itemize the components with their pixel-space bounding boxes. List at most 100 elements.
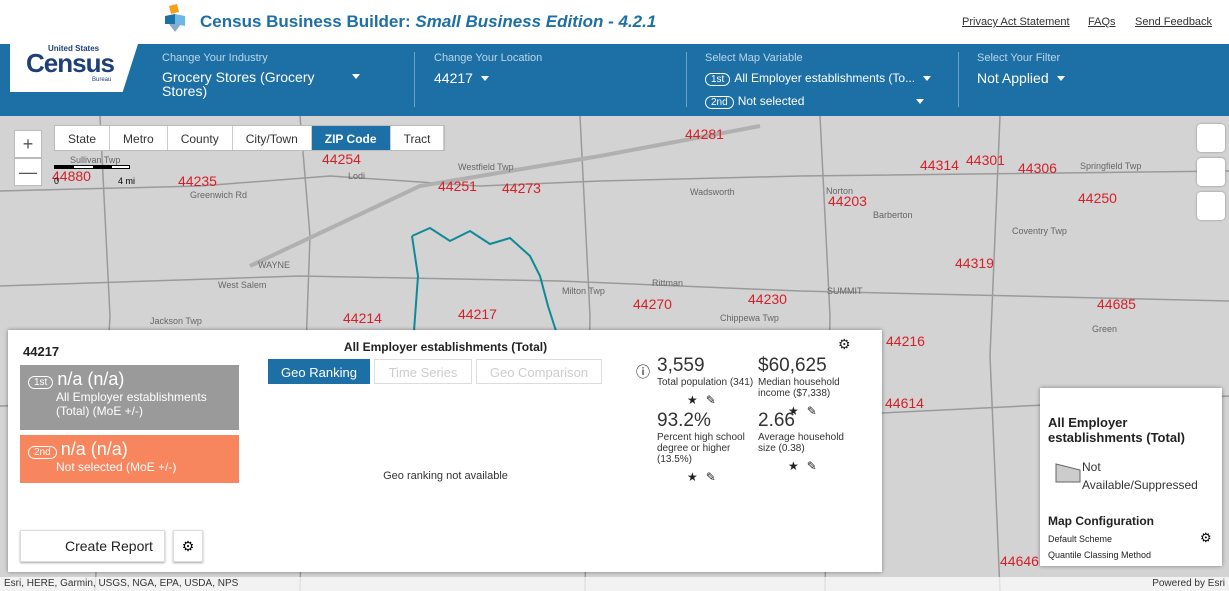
separator: [414, 52, 415, 107]
report-settings-button[interactable]: ⚙: [173, 530, 203, 562]
stat-actions[interactable]: ★✎: [687, 470, 724, 484]
decoration: [169, 4, 179, 14]
place-label: Springfield Twp: [1080, 161, 1142, 171]
config-settings[interactable]: ⚙: [1200, 530, 1212, 545]
location-value: 44217: [434, 70, 473, 86]
badge: 1st: [28, 376, 54, 389]
separator: [958, 52, 959, 107]
place-label: Westfield Twp: [458, 162, 514, 172]
place-label: Coventry Twp: [1012, 226, 1067, 236]
geo-tab[interactable]: ZIP Code: [311, 126, 391, 150]
panel-tab[interactable]: Geo Ranking: [268, 359, 370, 384]
geo-tab[interactable]: Tract: [391, 126, 445, 150]
geo-tab[interactable]: State: [55, 126, 111, 150]
panel-tab[interactable]: Time Series: [374, 359, 472, 384]
stat: 93.2% Percent high school degree or highe…: [657, 410, 757, 484]
info-panel: 44217 All Employer establishments (Total…: [8, 330, 882, 572]
legend-title: All Employer establishments (Total): [1048, 415, 1186, 445]
link[interactable]: Send Feedback: [1135, 16, 1213, 28]
geo-tabs: State Metro County City/Town ZIP Code Tract: [54, 125, 446, 151]
stat-value: 93.2%: [657, 410, 711, 431]
place-label: Greenwich Rd: [190, 190, 248, 200]
zoom-in[interactable]: +: [14, 130, 42, 158]
variable-label: Select Map Variable: [705, 52, 803, 64]
place-label: Jackson Twp: [150, 316, 202, 326]
place-label: Rittman: [652, 278, 684, 288]
logo-bottom: Bureau: [92, 77, 112, 83]
decoration: [989, 116, 1001, 591]
decoration: [1056, 76, 1065, 82]
decoration: [411, 235, 420, 332]
zip-label: 44270: [633, 296, 672, 312]
settings-icon[interactable]: ⚙: [838, 336, 851, 352]
location-select[interactable]: 44217: [434, 70, 489, 88]
decoration: [0, 275, 1229, 302]
zip-label: 44273: [502, 180, 541, 196]
zip-label: 44216: [886, 333, 925, 349]
decoration: [175, 14, 185, 26]
panel-zip: 44217: [23, 344, 60, 359]
variable-2: Not selected: [737, 94, 805, 108]
zip-label: 44314: [920, 157, 959, 173]
stat: $60,625 Median household income ($7,338) ★…: [758, 355, 858, 418]
zip-label: 44319: [955, 255, 994, 271]
zip-label: 44301: [966, 152, 1005, 168]
link[interactable]: FAQs: [1088, 16, 1116, 28]
zip-label: 44646: [1000, 553, 1039, 569]
badge: 2nd: [28, 446, 57, 459]
zip-label: 44306: [1018, 160, 1057, 176]
decoration: [1055, 463, 1081, 483]
create-report-button[interactable]: Create Report: [20, 530, 165, 562]
toolbar: [0, 44, 1229, 116]
place-label: WAYNE: [258, 260, 291, 270]
location-label: Change Your Location: [434, 52, 543, 64]
decoration: [411, 226, 557, 332]
zip-label: 44254: [322, 151, 361, 167]
card-2: 2nd n/a (n/a) Not selected (MoE +/-): [20, 435, 239, 483]
attribution: Esri, HERE, Garmin, USGS, NGA, EPA, USDA…: [4, 578, 239, 589]
industry-select[interactable]: Grocery Stores (Grocery Stores): [162, 70, 382, 101]
geo-tab[interactable]: City/Town: [233, 126, 312, 150]
stat-actions[interactable]: ★✎: [687, 393, 724, 407]
legend-swatch: [1055, 463, 1081, 483]
place-label: Milton Twp: [562, 286, 605, 296]
place-label: Wadsworth: [690, 187, 735, 197]
filter-select[interactable]: Not Applied: [977, 70, 1065, 88]
top-bar: Census Business Builder: Small Business …: [0, 0, 1229, 44]
title-text: Census Business Builder:: [200, 12, 411, 31]
zip-label: 44217: [458, 306, 497, 322]
basemap-button[interactable]: [1197, 158, 1225, 186]
zip-label: 44685: [1097, 296, 1136, 312]
stat-actions[interactable]: ★✎: [788, 459, 825, 473]
map-footer: Esri, HERE, Garmin, USGS, NGA, EPA, USDA…: [0, 577, 1229, 591]
stat-label: Total population (341): [657, 377, 754, 388]
place-label: Lodi: [348, 171, 366, 181]
variable-2-select[interactable]: 2nd Not selected: [705, 94, 940, 109]
stat-actions[interactable]: ★✎: [788, 404, 825, 418]
zip-label: 44251: [438, 178, 477, 194]
logo-top: United States: [48, 44, 100, 53]
geo-tab[interactable]: Metro: [110, 126, 168, 150]
config-title: Map Configuration: [1048, 514, 1154, 528]
info-icon[interactable]: ⓘ: [636, 364, 650, 380]
decoration: [169, 24, 181, 32]
place-label: Chippewa Twp: [720, 313, 779, 323]
config-scheme: Default Scheme: [1048, 534, 1113, 544]
place-label: Norton: [826, 186, 854, 196]
zoom-out[interactable]: —: [14, 158, 42, 186]
zip-label: 44214: [343, 310, 382, 326]
place-label: Green: [1092, 324, 1118, 334]
layers-button[interactable]: [1197, 124, 1225, 152]
stat-value: 3,559: [657, 355, 705, 376]
panel-tab[interactable]: Geo Comparison: [476, 359, 602, 384]
variable-1-select[interactable]: 1st All Employer establishments (To...: [705, 71, 940, 86]
visibility-button[interactable]: [1197, 192, 1225, 220]
link[interactable]: Privacy Act Statement: [962, 16, 1070, 28]
industry-value: Grocery Stores (Grocery Stores): [162, 69, 315, 99]
legend-panel: All Employer establishments (Total) Not …: [1040, 388, 1222, 566]
geo-tab[interactable]: County: [168, 126, 233, 150]
decoration: [165, 14, 175, 24]
zip-label: 44281: [685, 126, 724, 142]
stat: 3,559 Total population (341) ★✎: [657, 355, 757, 407]
place-label: Barberton: [873, 210, 913, 220]
